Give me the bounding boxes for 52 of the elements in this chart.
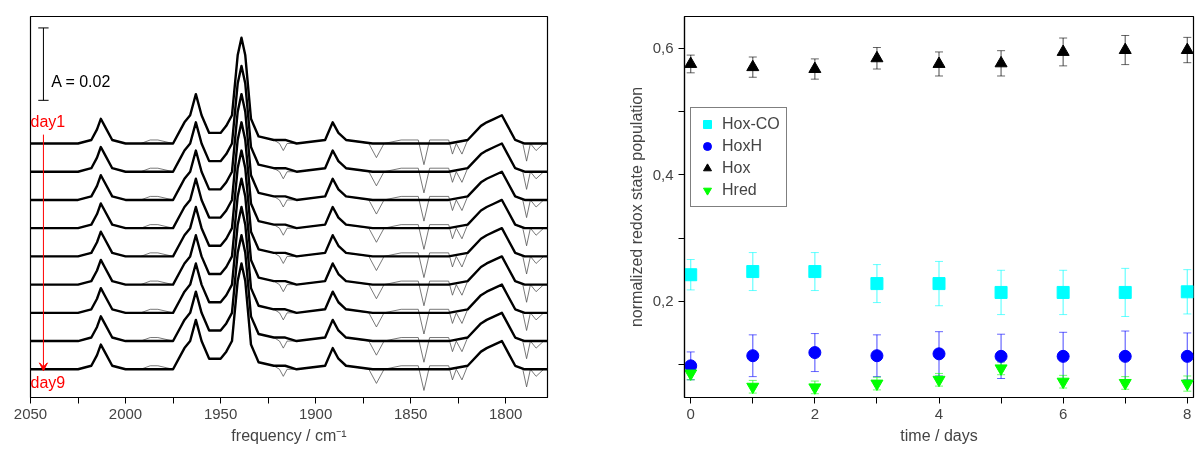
point bbox=[746, 349, 760, 363]
point bbox=[746, 59, 760, 72]
annotation: A = 0.02 bbox=[51, 72, 111, 90]
legend-label: Hox bbox=[722, 159, 751, 177]
y-tick-label: 0,4 bbox=[652, 165, 674, 183]
point bbox=[1056, 285, 1070, 299]
point bbox=[684, 56, 698, 68]
legend-label: HoxH bbox=[722, 137, 763, 155]
x-tick-label: 1800 bbox=[489, 404, 523, 422]
point bbox=[1180, 42, 1194, 55]
x-tick-label: 1900 bbox=[298, 404, 333, 422]
point bbox=[994, 349, 1008, 363]
point bbox=[1180, 379, 1194, 391]
point bbox=[932, 56, 946, 68]
legend-label: Hred bbox=[722, 181, 757, 199]
x-tick-label: 1850 bbox=[393, 404, 428, 422]
y-tick-label: 0,6 bbox=[652, 39, 674, 57]
point bbox=[1118, 285, 1132, 299]
point bbox=[1118, 42, 1132, 55]
point bbox=[1180, 285, 1194, 299]
point bbox=[870, 277, 884, 291]
x-tick-label: 2050 bbox=[13, 404, 48, 422]
x-axis-title: time / days bbox=[900, 426, 978, 444]
point bbox=[746, 265, 760, 279]
point bbox=[684, 369, 698, 381]
annotation: day9 bbox=[30, 373, 66, 391]
x-tick-label: 6 bbox=[1058, 404, 1068, 422]
y-axis-title: normalized redox state population bbox=[627, 86, 645, 328]
point bbox=[808, 61, 822, 73]
point bbox=[870, 349, 884, 363]
point bbox=[808, 346, 822, 360]
point bbox=[1056, 349, 1070, 363]
x-tick-label: 1950 bbox=[203, 404, 238, 422]
legend-label: Hox-CO bbox=[722, 115, 780, 133]
x-tick-label: 2 bbox=[810, 404, 820, 422]
x-tick-label: 0 bbox=[686, 404, 695, 422]
point bbox=[1180, 349, 1194, 363]
point bbox=[932, 347, 946, 361]
x-tick-label: 4 bbox=[934, 404, 944, 422]
point bbox=[932, 277, 946, 291]
point bbox=[1118, 349, 1132, 363]
x-tick-label: 8 bbox=[1183, 404, 1192, 422]
y-tick-label: 0,2 bbox=[652, 292, 674, 310]
point bbox=[994, 285, 1008, 299]
point bbox=[994, 55, 1008, 68]
point bbox=[870, 50, 884, 63]
point bbox=[1056, 44, 1070, 56]
x-axis-title: frequency / cm⁻¹ bbox=[231, 426, 347, 444]
point bbox=[684, 268, 698, 282]
x-tick-label: 2000 bbox=[108, 404, 143, 422]
point bbox=[808, 265, 822, 279]
annotation: day1 bbox=[30, 112, 66, 130]
